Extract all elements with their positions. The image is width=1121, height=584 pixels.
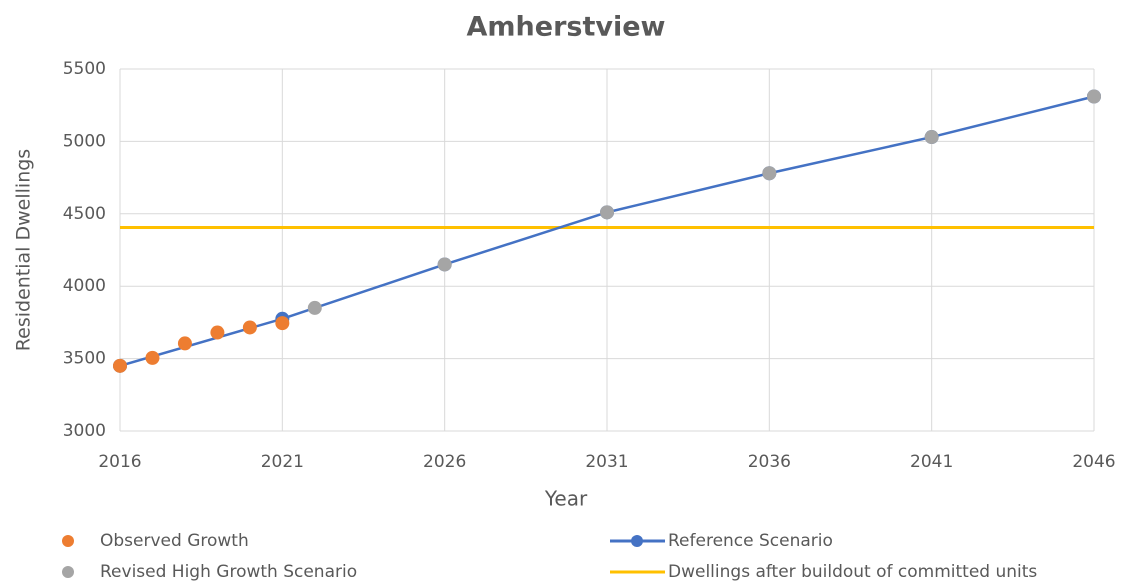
legend-marker: [62, 535, 74, 547]
legend-marker: [631, 535, 643, 547]
legend-label: Reference Scenario: [668, 531, 833, 551]
x-tick-label: 2021: [261, 452, 304, 472]
x-tick-label: 2041: [910, 452, 953, 472]
x-tick-label: 2036: [748, 452, 791, 472]
data-point: [145, 350, 160, 365]
data-point: [1087, 89, 1101, 104]
y-tick-label: 3500: [63, 349, 106, 369]
x-tick-label: 2031: [585, 452, 628, 472]
x-tick-label: 2046: [1072, 452, 1115, 472]
x-tick-label: 2026: [423, 452, 466, 472]
y-tick-label: 5000: [63, 131, 106, 151]
legend-marker: [62, 566, 74, 578]
legend-label: Revised High Growth Scenario: [100, 562, 357, 582]
data-point: [307, 300, 322, 315]
data-point: [210, 325, 225, 340]
chart-title: Amherstview: [467, 12, 666, 43]
x-axis-label: Year: [544, 487, 588, 511]
data-point: [437, 257, 452, 272]
data-point: [242, 320, 257, 335]
data-point: [762, 166, 777, 181]
x-tick-label: 2016: [98, 452, 141, 472]
y-tick-label: 5500: [63, 59, 106, 79]
data-point: [275, 316, 290, 331]
data-point: [113, 358, 127, 373]
legend-label: Observed Growth: [100, 531, 249, 551]
data-point: [924, 130, 939, 145]
data-point: [177, 336, 192, 351]
y-axis-label: Residential Dwellings: [13, 149, 35, 351]
y-tick-label: 3000: [63, 421, 106, 441]
data-point: [600, 205, 614, 220]
y-tick-label: 4000: [63, 276, 106, 296]
legend-label: Dwellings after buildout of committed un…: [668, 562, 1037, 582]
y-tick-label: 4500: [63, 204, 106, 224]
